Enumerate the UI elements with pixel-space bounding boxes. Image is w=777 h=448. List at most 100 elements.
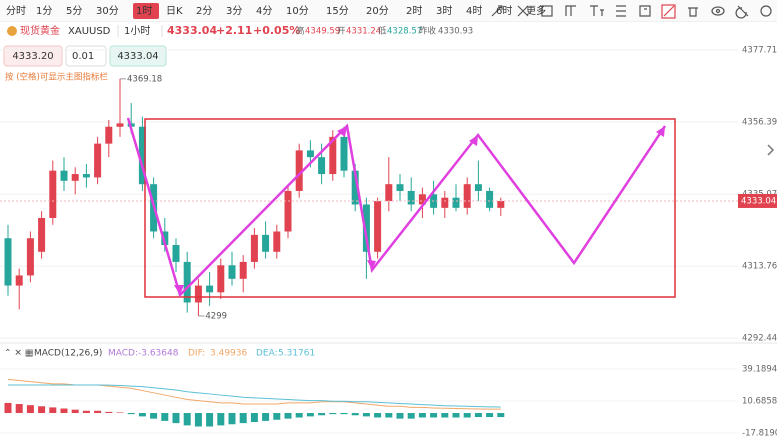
interval[interactable]: 2分 xyxy=(196,5,212,17)
macd-bar xyxy=(418,413,426,418)
candle-body xyxy=(116,123,124,127)
candle-body xyxy=(194,285,202,303)
low-label: 低 xyxy=(378,26,387,37)
candle-body xyxy=(306,150,314,158)
candle-body xyxy=(340,136,348,171)
macd-bar xyxy=(94,410,102,414)
candle-body xyxy=(161,231,169,246)
candle-body xyxy=(105,126,113,144)
macd-bar xyxy=(362,413,370,417)
macd-bar xyxy=(474,413,482,418)
candle-body xyxy=(138,126,146,185)
drawn-path xyxy=(126,117,667,298)
period[interactable]: 1小时 xyxy=(124,25,150,37)
last-price: 4333.04 xyxy=(167,24,217,37)
symbol-icon xyxy=(7,26,17,36)
tool-icons xyxy=(491,4,772,19)
change: +2.11 xyxy=(216,24,252,37)
interval[interactable]: 4分 xyxy=(256,5,272,17)
candle-body xyxy=(362,204,370,252)
candle-body xyxy=(486,190,494,208)
interval[interactable]: 3分 xyxy=(226,5,242,17)
legend-name: DEA: xyxy=(256,349,278,359)
candle-body xyxy=(441,197,449,208)
arrow-heads xyxy=(174,126,665,295)
macd-line xyxy=(8,384,501,408)
interval[interactable]: 15分 xyxy=(326,5,349,17)
interval[interactable]: 2时 xyxy=(406,5,422,17)
candle-body xyxy=(250,234,258,262)
prev: 4330.93 xyxy=(438,27,473,37)
candle-body xyxy=(4,238,12,286)
macd-bar xyxy=(4,402,12,414)
macd-bar xyxy=(396,413,404,419)
change-pct: +0.05% xyxy=(253,24,300,37)
legend-value: 3.49936 xyxy=(210,349,247,359)
interval[interactable]: 日K xyxy=(166,6,183,17)
macd-bar xyxy=(497,413,505,418)
macd-bar xyxy=(127,413,135,415)
candle-body xyxy=(295,150,303,191)
macd-bar xyxy=(441,413,449,418)
y-tick-label: 39.18942 xyxy=(742,365,777,375)
macd-bar xyxy=(273,413,281,420)
y-tick-label: 4313.76 xyxy=(742,262,777,272)
prev-label: 昨收 xyxy=(419,26,437,37)
interval[interactable]: 分时 xyxy=(6,5,26,17)
interval[interactable]: 6时 xyxy=(496,5,512,17)
candle-body xyxy=(329,136,337,175)
legend-value: 5.31761 xyxy=(278,349,315,359)
macd-bar xyxy=(250,413,258,422)
drawn-rectangle xyxy=(144,118,676,298)
candle-body xyxy=(385,184,393,202)
interval[interactable]: 1分 xyxy=(36,5,52,17)
interval[interactable]: 1时 xyxy=(136,5,152,17)
interval[interactable]: 30分 xyxy=(96,5,119,17)
header xyxy=(0,22,777,41)
qty-box[interactable] xyxy=(65,45,107,67)
candle-body xyxy=(474,184,482,191)
hint: 按 (空格)可显示主图指标栏 xyxy=(5,72,108,83)
open-label: 开 xyxy=(337,27,346,37)
macd-bar xyxy=(374,413,382,418)
candle-body xyxy=(396,184,404,191)
macd-bar xyxy=(138,413,146,417)
interval[interactable]: 5分 xyxy=(66,5,82,17)
candle-body xyxy=(374,201,382,252)
interval[interactable]: 更多 xyxy=(526,4,546,17)
interval[interactable]: 3时 xyxy=(436,5,452,17)
candle-body xyxy=(318,157,326,175)
candle-body xyxy=(273,231,281,252)
candle-body xyxy=(228,265,236,279)
candle-body xyxy=(284,190,292,232)
interval[interactable]: 10分 xyxy=(286,5,309,17)
candle-body xyxy=(262,234,270,252)
macd-bar xyxy=(60,408,68,414)
bid-box[interactable] xyxy=(3,45,63,67)
macd-bar xyxy=(430,413,438,418)
candle-body xyxy=(94,143,102,178)
symbol-code: XAUUSD xyxy=(68,26,111,37)
price-tag xyxy=(738,193,777,208)
y-tick-label: 10.68580 xyxy=(742,397,777,407)
expand-arrow[interactable] xyxy=(767,144,775,156)
price-tag-label: 4333.04 xyxy=(741,196,776,206)
macd-bar xyxy=(172,413,180,424)
macd-bar xyxy=(183,413,191,426)
macd-bar xyxy=(161,413,169,421)
open: 4331.24 xyxy=(346,27,381,37)
macd-bar xyxy=(206,413,214,427)
macd-bar xyxy=(284,413,292,419)
candle-body xyxy=(206,285,214,293)
bid: 4333.20 xyxy=(12,51,53,62)
projection xyxy=(477,134,575,264)
ask-box[interactable] xyxy=(109,45,167,67)
legend-name: DIF: xyxy=(188,349,205,359)
macd-bar xyxy=(463,413,471,418)
ask: 4333.04 xyxy=(117,51,158,62)
interval[interactable]: 20分 xyxy=(366,5,389,17)
interval[interactable]: 4时 xyxy=(466,5,482,17)
high-label: 4369.18 xyxy=(127,74,162,84)
macd-bar xyxy=(329,413,337,415)
